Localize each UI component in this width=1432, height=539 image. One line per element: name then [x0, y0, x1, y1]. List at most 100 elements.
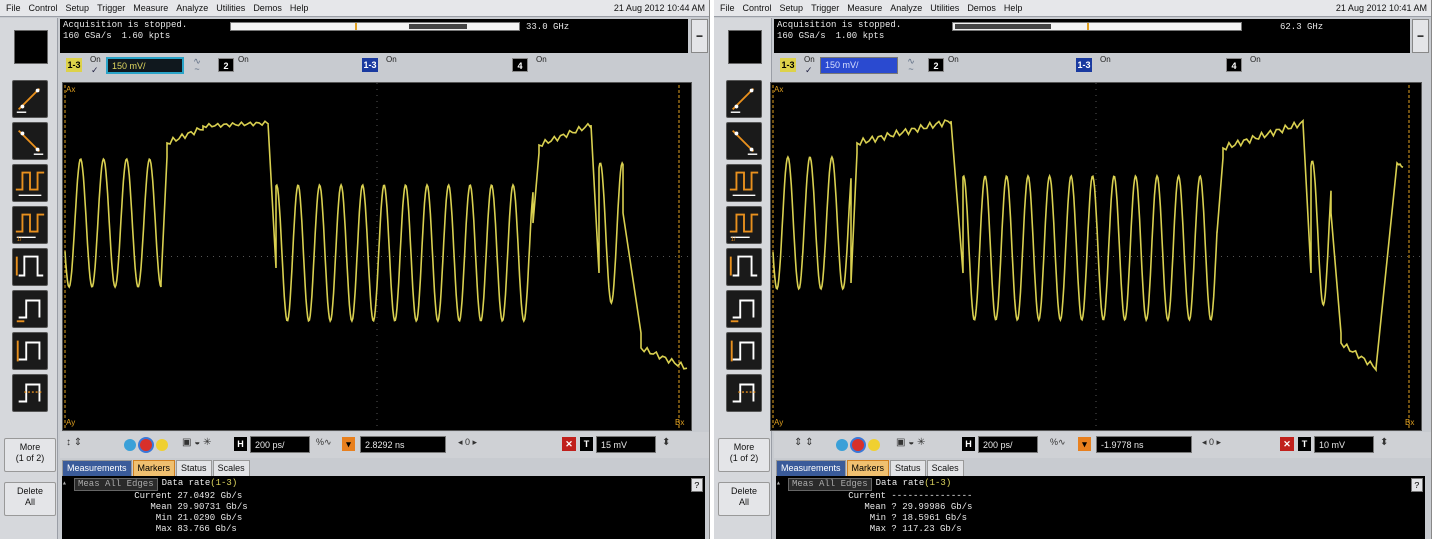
waveform-thumbnail[interactable]: [14, 30, 48, 64]
delay-field[interactable]: 2.8292 ns: [360, 436, 446, 453]
nav-arrows-icon[interactable]: ↕ ⇕: [66, 437, 83, 448]
channel-4-badge[interactable]: 4: [1226, 58, 1242, 72]
stop-indicator-icon[interactable]: [852, 439, 864, 451]
single-indicator-icon[interactable]: [156, 439, 168, 451]
channel-2-badge[interactable]: 2: [218, 58, 234, 72]
run-indicator-icon[interactable]: [836, 439, 848, 451]
delay-marker-icon[interactable]: ▾: [342, 437, 355, 451]
tab-measurements[interactable]: Measurements: [62, 460, 132, 476]
run-indicator-icon[interactable]: [124, 439, 136, 451]
delay-mode-icon[interactable]: %∿: [1050, 437, 1066, 447]
trigger-level-stepper[interactable]: ⬍: [1380, 437, 1389, 448]
help-button[interactable]: ?: [1411, 478, 1423, 492]
channel-1-3-badge[interactable]: 1-3: [66, 58, 82, 72]
menu-control[interactable]: Control: [28, 3, 58, 13]
amplitude-tool-icon[interactable]: [726, 332, 762, 370]
menu-help[interactable]: Help: [289, 3, 309, 13]
trigger-level-field[interactable]: 10 mV: [1314, 436, 1374, 453]
top-level-tool-icon[interactable]: [12, 374, 48, 412]
channel-check-icon[interactable]: ✓: [91, 65, 99, 75]
waveform-mode-icon[interactable]: ∿ ~: [193, 56, 201, 74]
falling-edge-tool-icon[interactable]: [726, 122, 762, 160]
meas-all-edges-toggle[interactable]: Meas All Edges: [788, 478, 872, 491]
channel-3-badge[interactable]: 1-3: [1076, 58, 1092, 72]
stop-indicator-icon[interactable]: [140, 439, 152, 451]
tab-status[interactable]: Status: [890, 460, 926, 476]
menu-demos[interactable]: Demos: [253, 3, 282, 13]
tab-status[interactable]: Status: [176, 460, 212, 476]
trigger-mode-icon[interactable]: ✕: [562, 437, 576, 451]
channel-1-3-badge[interactable]: 1-3: [780, 58, 796, 72]
channel-4-badge[interactable]: 4: [512, 58, 528, 72]
period-tool-icon[interactable]: [12, 164, 48, 202]
frequency-tool-icon[interactable]: 1/: [726, 206, 762, 244]
rising-edge-tool-icon[interactable]: [12, 80, 48, 118]
menu-analyze[interactable]: Analyze: [176, 3, 209, 13]
delete-all-button[interactable]: Delete All: [4, 482, 56, 516]
autoscale-icon[interactable]: ▣ ◒ ✳: [896, 437, 926, 448]
menu-help[interactable]: Help: [1003, 3, 1023, 13]
menu-trigger[interactable]: Trigger: [97, 3, 126, 13]
menu-measure[interactable]: Measure: [847, 3, 883, 13]
timebase-field[interactable]: 200 ps/: [250, 436, 310, 453]
delay-mode-icon[interactable]: %∿: [316, 437, 332, 447]
pulse-width-tool-icon[interactable]: [12, 290, 48, 328]
waveform-display[interactable]: Ax Ay Bx: [770, 82, 1422, 431]
delete-all-button[interactable]: Delete All: [718, 482, 770, 516]
single-indicator-icon[interactable]: [868, 439, 880, 451]
trigger-level-stepper[interactable]: ⬍: [662, 437, 671, 448]
help-button[interactable]: ?: [691, 478, 703, 492]
menu-setup[interactable]: Setup: [65, 3, 90, 13]
waveform-display[interactable]: Ax Ay Bx: [62, 82, 692, 431]
expand-icon[interactable]: ▴: [776, 479, 781, 488]
menu-file[interactable]: File: [720, 3, 735, 13]
delay-field[interactable]: -1.9778 ns: [1096, 436, 1192, 453]
channel-check-icon[interactable]: ✓: [805, 65, 813, 75]
period-tool-icon[interactable]: [726, 164, 762, 202]
memory-timeline[interactable]: [230, 22, 520, 31]
horizontal-badge[interactable]: H: [234, 437, 247, 451]
menu-trigger[interactable]: Trigger: [811, 3, 840, 13]
position-stepper[interactable]: ◂ 0 ▸: [1202, 437, 1222, 447]
positive-width-tool-icon[interactable]: [12, 248, 48, 286]
horizontal-badge[interactable]: H: [962, 437, 975, 451]
tab-scales[interactable]: Scales: [926, 460, 964, 476]
timebase-field[interactable]: 200 ps/: [978, 436, 1038, 453]
trigger-badge[interactable]: T: [580, 437, 593, 451]
positive-width-tool-icon[interactable]: [726, 248, 762, 286]
position-stepper[interactable]: ◂ 0 ▸: [458, 437, 478, 447]
tab-markers[interactable]: Markers: [846, 460, 890, 476]
delay-marker-icon[interactable]: ▾: [1078, 437, 1091, 451]
menu-file[interactable]: File: [6, 3, 21, 13]
tab-markers[interactable]: Markers: [132, 460, 176, 476]
meas-all-edges-toggle[interactable]: Meas All Edges: [74, 478, 158, 491]
expand-icon[interactable]: ▴: [62, 479, 67, 488]
minimize-button[interactable]: −: [1412, 19, 1429, 53]
vertical-scale-field[interactable]: 150 mV/: [820, 57, 898, 74]
menu-measure[interactable]: Measure: [133, 3, 169, 13]
menu-utilities[interactable]: Utilities: [930, 3, 960, 13]
frequency-tool-icon[interactable]: 1/: [12, 206, 48, 244]
trigger-level-field[interactable]: 15 mV: [596, 436, 656, 453]
menu-setup[interactable]: Setup: [779, 3, 804, 13]
waveform-mode-icon[interactable]: ∿ ~: [907, 56, 915, 74]
pulse-width-tool-icon[interactable]: [726, 290, 762, 328]
tab-scales[interactable]: Scales: [212, 460, 250, 476]
minimize-button[interactable]: −: [691, 19, 708, 53]
autoscale-icon[interactable]: ▣ ◒ ✳: [182, 437, 212, 448]
menu-demos[interactable]: Demos: [967, 3, 996, 13]
menu-utilities[interactable]: Utilities: [216, 3, 246, 13]
channel-3-badge[interactable]: 1-3: [362, 58, 378, 72]
menu-analyze[interactable]: Analyze: [890, 3, 923, 13]
top-level-tool-icon[interactable]: [726, 374, 762, 412]
rising-edge-tool-icon[interactable]: [726, 80, 762, 118]
amplitude-tool-icon[interactable]: [12, 332, 48, 370]
channel-2-badge[interactable]: 2: [928, 58, 944, 72]
menu-control[interactable]: Control: [742, 3, 772, 13]
vertical-scale-field[interactable]: 150 mV/: [106, 57, 184, 74]
falling-edge-tool-icon[interactable]: [12, 122, 48, 160]
tab-measurements[interactable]: Measurements: [776, 460, 846, 476]
waveform-thumbnail[interactable]: [728, 30, 762, 64]
more-button[interactable]: More (1 of 2): [4, 438, 56, 472]
more-button[interactable]: More (1 of 2): [718, 438, 770, 472]
